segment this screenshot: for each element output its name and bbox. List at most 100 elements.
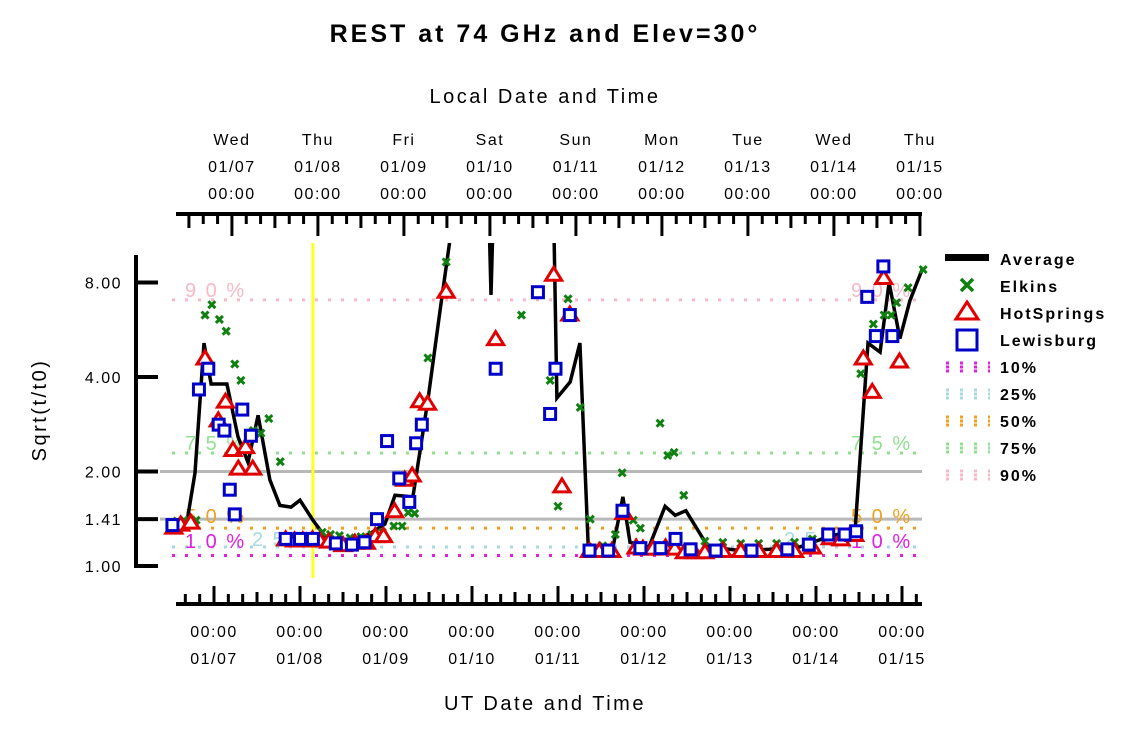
x-stroke (903, 283, 913, 293)
percent-label-10-right: 1 0 % (851, 531, 912, 553)
x-stroke (585, 514, 595, 524)
x-stroke (856, 369, 866, 379)
top-tick-time: 00:00 (208, 186, 256, 203)
top-tick-day: Thu (904, 132, 936, 149)
top-tick-day: Wed (815, 132, 852, 149)
elkins-point (575, 402, 585, 412)
elkins-point (264, 413, 274, 424)
x-stroke (389, 521, 399, 531)
top-tick-day: Fri (392, 132, 415, 149)
lewisburg-point (668, 531, 683, 546)
elkins-point (441, 257, 451, 267)
hotsprings-point (551, 476, 573, 494)
lewisburg-point (653, 541, 668, 556)
elkins-point (635, 523, 645, 533)
hotsprings-point (852, 348, 874, 366)
lewisburg-point (217, 423, 232, 438)
legend-label: Lewisburg (1000, 333, 1098, 350)
legend-x-icon (959, 277, 975, 293)
lewisburg-point (235, 402, 250, 417)
lewisburg-point (543, 406, 558, 421)
x-stroke (441, 257, 451, 267)
top-tick-time: 00:00 (552, 186, 600, 203)
legend-label: Elkins (1000, 279, 1059, 296)
hotsprings-point (234, 436, 257, 455)
bottom-tick-time: 00:00 (448, 624, 496, 641)
hotsprings-point (214, 391, 237, 409)
x-stroke (628, 515, 638, 525)
legend-line-icon (945, 254, 989, 261)
elkins-point (663, 450, 673, 461)
lewisburg-point (293, 531, 307, 546)
lewisburg-point (860, 289, 875, 304)
top-tick-time: 00:00 (810, 186, 858, 203)
lewisburg-point (409, 436, 424, 451)
elkins-point (918, 264, 928, 275)
elkins-point (700, 536, 710, 546)
legend-item-75pct: 75% (946, 441, 1036, 458)
top-tick-time: 00:00 (896, 186, 944, 203)
elkins-point (617, 468, 627, 478)
bottom-tick-date: 01/10 (448, 651, 496, 668)
bottom-tick-time: 00:00 (190, 624, 238, 641)
x-stroke (663, 450, 673, 461)
hotsprings-point (416, 393, 439, 411)
legend-label: Average (1000, 252, 1077, 269)
legend-label: 90% (1000, 468, 1038, 485)
legend-item-50pct: 50% (946, 414, 1036, 431)
top-tick-time: 00:00 (466, 186, 514, 203)
hotsprings-point (401, 465, 423, 483)
bottom-tick-time: 00:00 (878, 624, 926, 641)
x-stroke (918, 264, 928, 275)
legend: Average Elkins HotSprings Lewisburg 10% 25% 50… (945, 252, 1104, 485)
elkins-point (236, 375, 246, 386)
x-stroke (230, 359, 240, 369)
legend-label: 10% (1000, 360, 1038, 377)
top-tick-date: 01/14 (810, 159, 858, 176)
hotsprings-point (664, 538, 686, 556)
lewisburg-point (868, 329, 883, 344)
lewisburg-point (191, 382, 206, 397)
top-tick-date: 01/13 (724, 159, 772, 176)
legend-item-average: Average (945, 252, 1077, 269)
elkins-point (256, 428, 266, 438)
x-stroke (575, 402, 585, 412)
lewisburg-point (357, 535, 372, 550)
legend-item-elkins: Elkins (959, 277, 1059, 296)
x-stroke (200, 310, 210, 320)
lewisburg-point (582, 543, 597, 558)
lewisburg-point (801, 537, 816, 552)
y-tick-label: 8.00 (85, 276, 122, 293)
top-tick-time: 00:00 (638, 186, 686, 203)
x-stroke (516, 310, 527, 320)
elkins-point (886, 310, 896, 320)
top-tick-day: Thu (302, 132, 334, 149)
x-stroke (207, 300, 217, 310)
lewisburg-point (821, 527, 836, 542)
lewisburg-point (165, 518, 180, 533)
elkins-point (879, 310, 889, 320)
elkins-point (563, 294, 573, 304)
bottom-tick-date: 01/08 (276, 651, 324, 668)
x-stroke (545, 375, 555, 386)
percent-label-75-right: 7 5 % (851, 433, 912, 455)
lewisburg-point (633, 541, 648, 556)
hotsprings-point (543, 264, 565, 282)
elkins-point (892, 298, 902, 308)
top-tick-date: 01/15 (896, 159, 944, 176)
lewisburg-point (876, 259, 891, 274)
elkins-point (585, 514, 595, 524)
x-stroke (553, 501, 563, 511)
x-stroke (397, 521, 407, 531)
x-stroke (868, 319, 878, 329)
reference-lines (160, 470, 922, 521)
elkins-point (410, 508, 420, 519)
bottom-tick-date: 01/14 (792, 651, 840, 668)
lewisburg-point (243, 428, 258, 443)
legend-triangle-icon (953, 299, 981, 321)
bottom-tick-date: 01/15 (878, 651, 926, 668)
top-tick-time: 00:00 (294, 186, 342, 203)
elkins-point (545, 375, 555, 386)
x-stroke (221, 326, 231, 336)
x-stroke (700, 536, 710, 546)
